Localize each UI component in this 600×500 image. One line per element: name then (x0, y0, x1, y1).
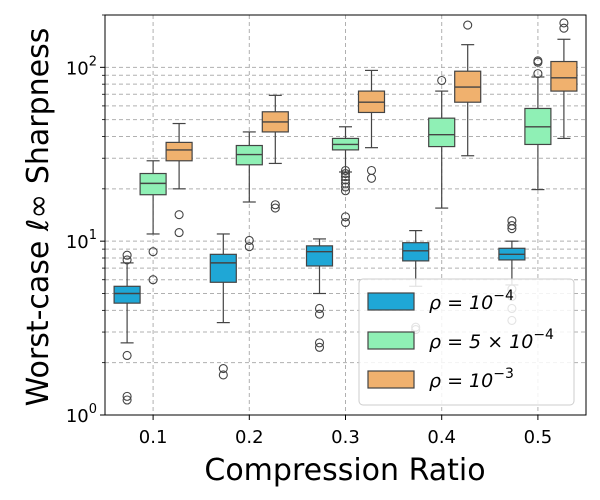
series-1 (139, 56, 552, 285)
legend-label: ρ = 5 × 10−4 (429, 327, 554, 353)
legend-swatch (367, 370, 415, 389)
outlier-point (340, 217, 351, 228)
x-tick-label: 0.1 (139, 427, 168, 448)
legend: ρ = 10−4 ρ = 5 × 10−4 ρ = 10−3 (358, 278, 575, 406)
outlier-point (366, 165, 377, 176)
outlier-point (507, 216, 517, 226)
box-0.1 (139, 160, 167, 285)
outlier-point (340, 165, 351, 176)
box-body (428, 117, 456, 148)
legend-item-0: ρ = 10−4 (367, 288, 514, 314)
outlier-point (174, 228, 184, 238)
legend-item-1: ρ = 5 × 10−4 (367, 327, 554, 353)
box-0.5 (524, 56, 552, 191)
box-0.4 (428, 75, 456, 209)
outlier-point (507, 220, 517, 231)
outlier-point (122, 350, 132, 361)
y-tick-label: 101 (66, 228, 97, 253)
box-body (209, 253, 237, 283)
legend-label: ρ = 10−3 (429, 366, 514, 392)
outlier-point (533, 69, 543, 79)
box-0.5 (550, 18, 578, 140)
y-tick-label: 100 (66, 402, 97, 427)
outlier-point (437, 75, 447, 86)
outlier-point (218, 364, 228, 374)
legend-item-2: ρ = 10−3 (367, 366, 514, 392)
outlier-point (340, 175, 351, 185)
outlier-point (244, 242, 254, 252)
outlier-point (340, 172, 351, 182)
series-2 (165, 18, 578, 238)
y-axis-title: Worst-case ℓ∞ Sharpness (21, 28, 56, 407)
legend-label: ρ = 10−4 (429, 288, 514, 314)
outlier-point (314, 342, 325, 352)
outlier-point (218, 370, 228, 380)
outlier-point (340, 168, 351, 179)
box-0.2 (261, 94, 289, 213)
outlier-point (314, 309, 325, 319)
x-axis-title: Compression Ratio (204, 453, 485, 488)
outlier-point (314, 303, 325, 314)
legend-swatch (367, 292, 415, 311)
outlier-point (340, 182, 351, 192)
outlier-point (340, 178, 351, 188)
box-0.3 (331, 126, 360, 228)
box-0.1 (113, 250, 141, 405)
outlier-point (148, 247, 158, 257)
outlier-point (174, 210, 184, 220)
legend-swatch (367, 331, 415, 350)
axes: 100 101 102 0.1 0.2 0.3 0.4 0.5 (66, 14, 553, 448)
box-body (113, 285, 141, 304)
outlier-point (122, 391, 132, 401)
box-0.3 (305, 238, 334, 352)
outlier-point (559, 18, 569, 28)
outlier-point (148, 275, 158, 285)
outlier-point (559, 23, 569, 33)
outlier-point (340, 212, 351, 222)
box-0.2 (235, 131, 263, 252)
box-0.1 (165, 122, 193, 238)
outlier-point (533, 56, 543, 66)
outlier-point (270, 200, 280, 210)
box-body (402, 242, 430, 262)
box-0.3 (357, 69, 386, 183)
y-tick-label: 102 (66, 54, 97, 79)
x-tick-label: 0.3 (331, 427, 360, 448)
box-series (113, 18, 578, 405)
outlier-point (122, 255, 132, 265)
box-body (139, 172, 167, 196)
box-0.2 (209, 233, 237, 380)
outlier-point (122, 250, 132, 260)
box-body (165, 141, 193, 162)
outlier-point (244, 235, 254, 245)
outlier-point (314, 338, 325, 348)
outlier-point (270, 203, 280, 213)
x-tick-label: 0.2 (235, 427, 264, 448)
box-body (305, 245, 334, 267)
outlier-point (340, 186, 351, 196)
box-0.4 (454, 20, 482, 157)
outlier-point (122, 395, 132, 405)
x-tick-label: 0.4 (427, 427, 456, 448)
x-tick-label: 0.5 (524, 427, 553, 448)
box-body (550, 60, 578, 92)
outlier-point (463, 20, 473, 30)
